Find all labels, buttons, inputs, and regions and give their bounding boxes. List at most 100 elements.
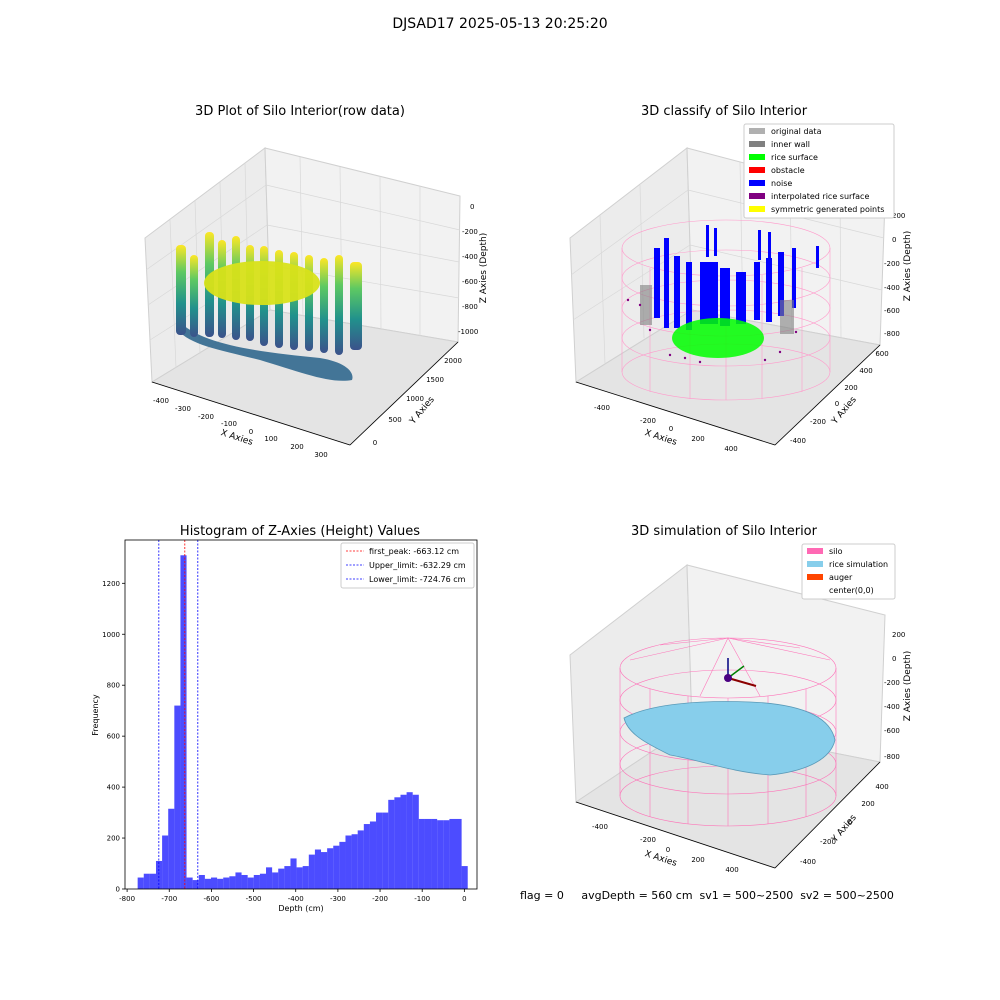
simulation-tick-labels: -400 -200 0 200 400 -400 -200 0 200 400 …: [592, 631, 905, 874]
legend-label: Lower_limit: -724.76 cm: [369, 575, 466, 584]
sim-xtick: 400: [725, 866, 738, 874]
classify-xtick: 200: [691, 435, 704, 443]
y-tick-label: 600: [107, 733, 120, 741]
raw-plot-title: 3D Plot of Silo Interior(row data): [195, 104, 405, 119]
sim-xtick: 0: [666, 846, 670, 854]
legend-swatch: [807, 548, 823, 554]
histogram-bar: [247, 877, 254, 889]
histogram-chart: -800 -700 -600 -500 -400 -300 -200 -100 0 0 200 40…: [91, 539, 478, 913]
histogram-title: Histogram of Z-Axies (Height) Values: [179, 524, 421, 539]
histogram-bar: [235, 872, 242, 889]
histogram-bar: [333, 845, 340, 889]
histogram-bar: [168, 808, 175, 889]
histogram-bar: [180, 555, 187, 889]
raw-z-axis-label: Z Axies (Depth): [479, 233, 489, 304]
histogram-bar: [210, 877, 218, 889]
legend-label: obstacle: [771, 166, 805, 175]
histogram-bar: [266, 867, 273, 889]
classify-ytick: 400: [859, 367, 872, 375]
histogram-bar: [431, 818, 438, 889]
histogram-y-ticks: 0 200 400 600 800 1000 1200: [102, 580, 125, 894]
sim-xtick: -200: [640, 836, 656, 844]
legend-label: symmetric generated points: [771, 205, 884, 214]
histogram-bar: [437, 820, 444, 889]
legend-label: interpolated rice surface: [771, 192, 869, 201]
legend-swatch: [807, 561, 823, 567]
histogram-bar: [272, 872, 279, 889]
sim-ztick: -400: [884, 703, 900, 711]
raw-3d-plot: -400 -300 -200 -100 0 100 200 300 0 500 …: [144, 147, 489, 459]
raw-xtick: -400: [153, 397, 169, 405]
raw-xtick: 100: [264, 435, 277, 443]
legend-label: inner wall: [771, 140, 810, 149]
legend-label: rice simulation: [829, 560, 888, 569]
y-tick-label: 800: [107, 682, 120, 690]
raw-xtick: -100: [221, 420, 237, 428]
histogram-bar: [400, 794, 407, 889]
classify-tick-labels: -400 -200 0 200 400 -400 -200 0 200 400 …: [594, 212, 905, 453]
legend-swatch: [749, 141, 765, 147]
legend-swatch: [749, 193, 765, 199]
histogram-bar: [162, 835, 169, 889]
y-tick-label: 200: [107, 835, 120, 843]
x-tick-label: -800: [119, 895, 135, 903]
sim-ytick: 0: [848, 819, 852, 827]
raw-ztick: 0: [470, 203, 474, 211]
rice-simulation-surface: [623, 701, 836, 776]
histogram-bar: [217, 878, 224, 889]
classify-xtick: 0: [669, 425, 673, 433]
x-tick-label: -400: [288, 895, 304, 903]
histogram-bar: [296, 867, 303, 889]
histogram-bar: [253, 874, 260, 889]
histogram-bar: [369, 821, 377, 889]
raw-ytick: 2000: [444, 357, 462, 365]
histogram-bar: [192, 880, 199, 889]
histogram-bar: [137, 877, 144, 889]
x-tick-label: -700: [161, 895, 177, 903]
histogram-bar: [174, 705, 181, 889]
raw-ztick: -400: [462, 253, 478, 261]
histogram-bar: [461, 866, 468, 889]
simulation-y-axis-label: Y Axies: [830, 813, 859, 845]
legend-label: first_peak: -663.12 cm: [369, 547, 459, 556]
sim-ztick: 200: [892, 631, 905, 639]
classify-ytick: -200: [810, 418, 826, 426]
classify-z-axis-label: Z Axies (Depth): [903, 231, 913, 302]
legend-label: center(0,0): [829, 586, 874, 595]
sim-xtick: 200: [691, 856, 704, 864]
classify-ztick: -400: [884, 284, 900, 292]
y-tick-label: 1200: [102, 580, 120, 588]
classify-ztick: -800: [884, 330, 900, 338]
histogram-bar: [418, 818, 425, 889]
sim-xtick: -400: [592, 823, 608, 831]
legend-swatch: [749, 128, 765, 134]
raw-ytick: 500: [388, 416, 401, 424]
raw-ztick: -600: [462, 278, 478, 286]
legend-swatch: [749, 167, 765, 173]
simulation-3d-plot: -400 -200 0 200 400 -400 -200 0 200 400 …: [569, 543, 913, 874]
histogram-bar: [412, 794, 419, 889]
histogram-bar: [186, 877, 193, 889]
simulation-z-axis-label: Z Axies (Depth): [903, 651, 913, 722]
classify-legend: original data inner wall rice surface ob…: [743, 123, 895, 219]
raw-xtick: 300: [314, 451, 327, 459]
classify-xtick: -400: [594, 404, 610, 412]
raw-ztick: -1000: [458, 328, 478, 336]
legend-label: noise: [771, 179, 792, 188]
x-tick-label: -600: [203, 895, 219, 903]
sim-ztick: -600: [884, 727, 900, 735]
histogram-bar: [204, 878, 211, 889]
histogram-bar: [382, 812, 389, 889]
histogram-vlines: [158, 540, 199, 889]
classify-ztick: -200: [884, 260, 900, 268]
histogram-bar: [314, 849, 322, 889]
histogram-bar: [388, 799, 395, 889]
auger-icon: [724, 658, 757, 687]
raw-ztick: -800: [462, 303, 478, 311]
histogram-bar: [284, 866, 291, 889]
sim-ztick: -200: [884, 679, 900, 687]
legend-swatch: [749, 154, 765, 160]
raw-tick-labels: -400 -300 -200 -100 0 100 200 300 0 500 …: [153, 203, 478, 459]
legend-swatch: [807, 574, 823, 580]
legend-label: silo: [829, 547, 843, 556]
